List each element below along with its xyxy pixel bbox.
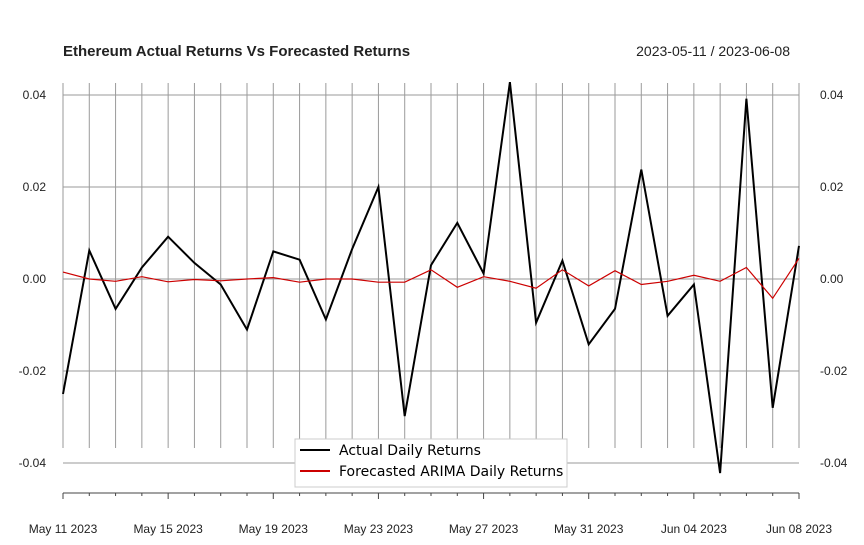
grid-lines: [62, 83, 800, 464]
series-lines: [62, 81, 800, 474]
y-tick-label-right: -0.02: [820, 364, 848, 378]
legend-label-actual: Actual Daily Returns: [339, 443, 481, 459]
y-tick-label-left: 0.00: [23, 272, 47, 286]
y-tick-label-left: 0.02: [23, 180, 47, 194]
x-tick-label: May 31 2023: [554, 522, 624, 536]
x-tick-label: May 27 2023: [449, 522, 519, 536]
y-tick-label-left: -0.04: [19, 456, 47, 470]
y-tick-label-right: 0.04: [820, 88, 844, 102]
forecast-returns-line: [62, 257, 800, 300]
y-tick-label-right: 0.02: [820, 180, 844, 194]
y-tick-label-right: -0.04: [820, 456, 848, 470]
y-tick-label-left: 0.04: [23, 88, 47, 102]
x-tick-label: May 11 2023: [29, 522, 98, 536]
chart-title: Ethereum Actual Returns Vs Forecasted Re…: [63, 43, 410, 60]
legend-label-forecast: Forecasted ARIMA Daily Returns: [339, 464, 563, 480]
legend: Actual Daily Returns Forecasted ARIMA Da…: [294, 438, 568, 488]
y-tick-label-left: -0.02: [19, 364, 47, 378]
x-tick-label: May 19 2023: [239, 522, 309, 536]
y-tick-label-right: 0.00: [820, 272, 844, 286]
x-tick-label: May 23 2023: [344, 522, 414, 536]
axis-ticks: 0.04 0.04 0.02 0.02 0.00 0.00 -0.02 -0.02 -0.04 -…: [19, 88, 848, 536]
legend-box: [294, 438, 568, 488]
x-tick-label: May 15 2023: [133, 522, 203, 536]
actual-returns-line: [62, 81, 800, 474]
x-tick-label: Jun 08 2023: [766, 522, 832, 536]
x-tick-label: Jun 04 2023: [661, 522, 727, 536]
date-range-label: 2023-05-11 / 2023-06-08: [636, 43, 790, 59]
